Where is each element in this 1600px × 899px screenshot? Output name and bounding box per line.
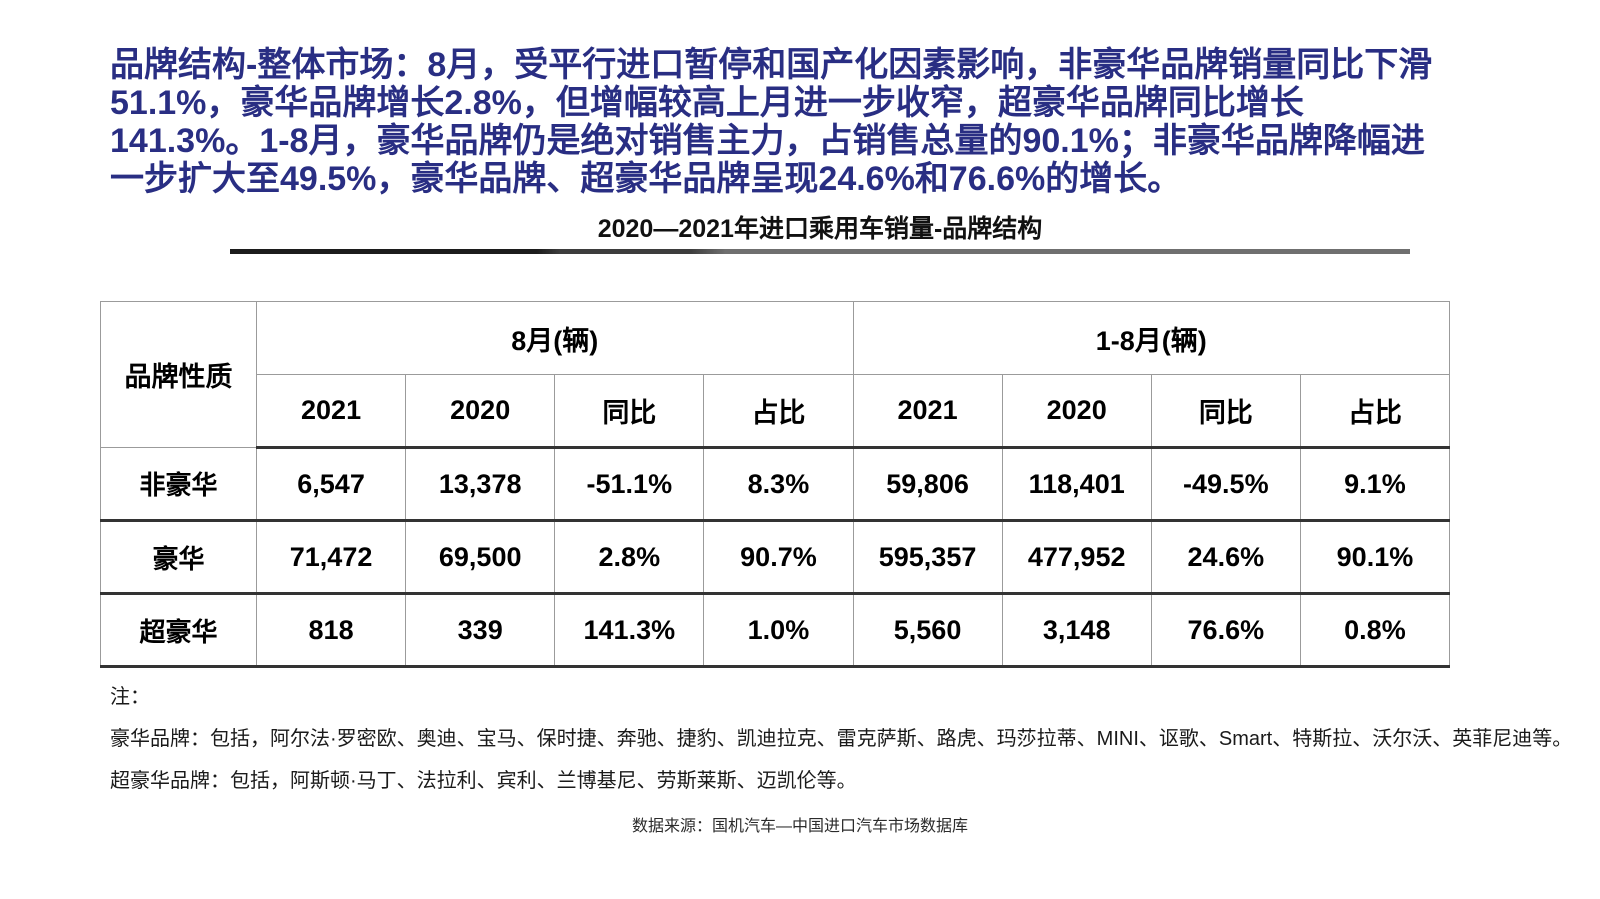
cell: -51.1% — [554, 447, 705, 522]
cell: 59,806 — [852, 447, 1003, 522]
row-label: 非豪华 — [100, 447, 257, 522]
row-header-label: 品牌性质 — [100, 301, 257, 448]
cell: 818 — [255, 593, 407, 668]
headline-line-4: 一步扩大至49.5%，豪华品牌、超豪华品牌呈现24.6%和76.6%的增长。 — [110, 160, 1182, 198]
header-sub-row: 2021 2020 同比 占比 2021 2020 同比 占比 — [101, 374, 1451, 449]
note-luxury-brands: 豪华品牌：包括，阿尔法·罗密欧、奥迪、宝马、保时捷、奔驰、捷豹、凯迪拉克、雷克萨… — [110, 728, 1573, 750]
brand-structure-table: 品牌性质 8月(辆) 1-8月(辆) 2021 2020 同比 占比 2021 … — [100, 301, 1451, 668]
cell: -49.5% — [1150, 447, 1301, 522]
row-label: 超豪华 — [100, 593, 257, 668]
headline-line-2: 51.1%，豪华品牌增长2.8%，但增幅较高上月进一步收窄，超豪华品牌同比增长 — [110, 84, 1304, 122]
note-super-luxury-brands: 超豪华品牌：包括，阿斯顿·马丁、法拉利、宾利、兰博基尼、劳斯莱斯、迈凯伦等。 — [110, 770, 857, 792]
table-row-non-luxury: 非豪华 6,547 13,378 -51.1% 8.3% 59,806 118,… — [100, 447, 1451, 522]
headline-paragraph: 品牌结构-整体市场：8月，受平行进口暂停和国产化因素影响，非豪华品牌销量同比下滑… — [110, 46, 1510, 198]
cell: 13,378 — [405, 447, 556, 522]
cell: 3,148 — [1001, 593, 1152, 668]
table-title: 2020—2021年进口乘用车销量-品牌结构 — [597, 215, 1043, 243]
col-header-ytd-2020: 2020 — [1001, 374, 1152, 449]
data-source-caption: 数据来源：国机汽车—中国进口汽车市场数据库 — [631, 818, 968, 835]
col-header-ytd-yoy: 同比 — [1150, 374, 1301, 449]
cell: 24.6% — [1150, 520, 1301, 595]
column-group-aug: 8月(辆) — [256, 301, 854, 375]
col-header-aug-yoy: 同比 — [554, 374, 705, 449]
table-row-super-luxury: 超豪华 818 339 141.3% 1.0% 5,560 3,148 76.6… — [100, 593, 1451, 668]
title-underline-rule — [230, 249, 1410, 254]
cell: 69,500 — [405, 520, 556, 595]
cell: 339 — [405, 593, 556, 668]
cell: 9.1% — [1299, 447, 1451, 522]
headline-line-3: 141.3%。1-8月，豪华品牌仍是绝对销售主力，占销售总量的90.1%；非豪华… — [110, 122, 1425, 160]
column-group-jan-aug: 1-8月(辆) — [852, 301, 1450, 375]
cell: 90.1% — [1299, 520, 1451, 595]
cell: 477,952 — [1001, 520, 1152, 595]
cell: 71,472 — [255, 520, 407, 595]
row-label: 豪华 — [100, 520, 257, 595]
cell: 90.7% — [703, 520, 854, 595]
col-header-ytd-2021: 2021 — [852, 374, 1003, 449]
headline-line-1: 品牌结构-整体市场：8月，受平行进口暂停和国产化因素影响，非豪华品牌销量同比下滑 — [110, 46, 1433, 84]
col-header-ytd-share: 占比 — [1299, 374, 1451, 449]
cell: 0.8% — [1299, 593, 1451, 668]
cell: 6,547 — [255, 447, 407, 522]
cell: 2.8% — [554, 520, 705, 595]
table-row-luxury: 豪华 71,472 69,500 2.8% 90.7% 595,357 477,… — [100, 520, 1451, 595]
col-header-aug-2021: 2021 — [255, 374, 407, 449]
cell: 8.3% — [703, 447, 854, 522]
notes-label: 注： — [110, 686, 150, 708]
cell: 118,401 — [1001, 447, 1152, 522]
col-header-aug-2020: 2020 — [405, 374, 556, 449]
cell: 595,357 — [852, 520, 1003, 595]
cell: 76.6% — [1150, 593, 1301, 668]
cell: 1.0% — [703, 593, 854, 668]
header-group-row: 品牌性质 8月(辆) 1-8月(辆) — [100, 301, 1450, 448]
col-header-aug-share: 占比 — [703, 374, 854, 449]
cell: 5,560 — [852, 593, 1003, 668]
cell: 141.3% — [554, 593, 705, 668]
